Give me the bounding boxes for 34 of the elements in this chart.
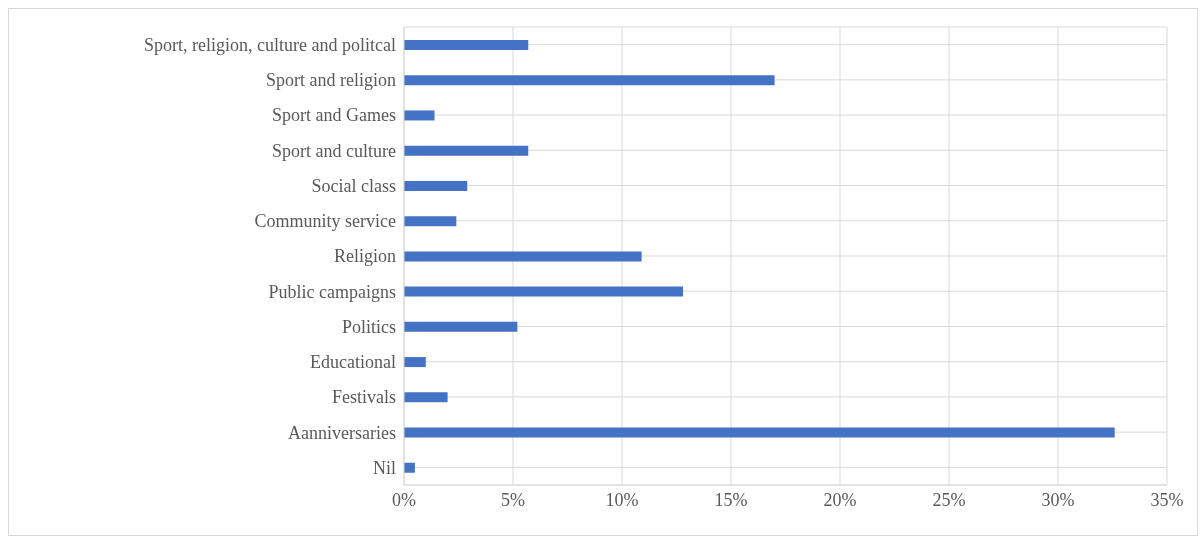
bar <box>404 145 529 156</box>
y-tick-label: Festivals <box>331 387 396 408</box>
x-tick-label: 15% <box>714 489 748 510</box>
y-tick-label: Social class <box>311 175 396 196</box>
bar <box>404 110 435 121</box>
y-tick-label: Sport and religion <box>266 70 396 91</box>
y-tick-label: Nil <box>372 457 396 478</box>
y-tick-label: Politics <box>341 316 396 337</box>
x-tick-label: 30% <box>1041 489 1075 510</box>
bar <box>404 40 529 50</box>
bar <box>404 427 1115 438</box>
x-tick-label: 0% <box>392 489 416 510</box>
bar <box>404 180 468 191</box>
y-tick-label: Educational <box>310 352 396 373</box>
bar <box>404 216 457 227</box>
x-tick-label: 10% <box>605 489 639 510</box>
y-tick-label: Community service <box>254 211 396 232</box>
y-tick-label: Sport and culture <box>272 140 396 161</box>
y-tick-label: Sport and Games <box>272 105 396 126</box>
x-tick-label: 5% <box>501 489 525 510</box>
bar <box>404 392 448 403</box>
bar <box>404 462 415 473</box>
y-tick-label: Sport, religion, culture and politcal <box>144 35 396 56</box>
y-tick-label: Religion <box>334 246 396 267</box>
y-tick-label: Public campaigns <box>268 281 396 302</box>
bar <box>404 251 642 262</box>
x-tick-label: 20% <box>823 489 857 510</box>
y-tick-label: Aanniversaries <box>288 422 396 443</box>
bar <box>404 286 684 297</box>
x-tick-label: 35% <box>1150 489 1184 510</box>
bar <box>404 75 775 86</box>
x-tick-label: 25% <box>932 489 966 510</box>
bar <box>404 357 426 368</box>
bar <box>404 321 518 332</box>
